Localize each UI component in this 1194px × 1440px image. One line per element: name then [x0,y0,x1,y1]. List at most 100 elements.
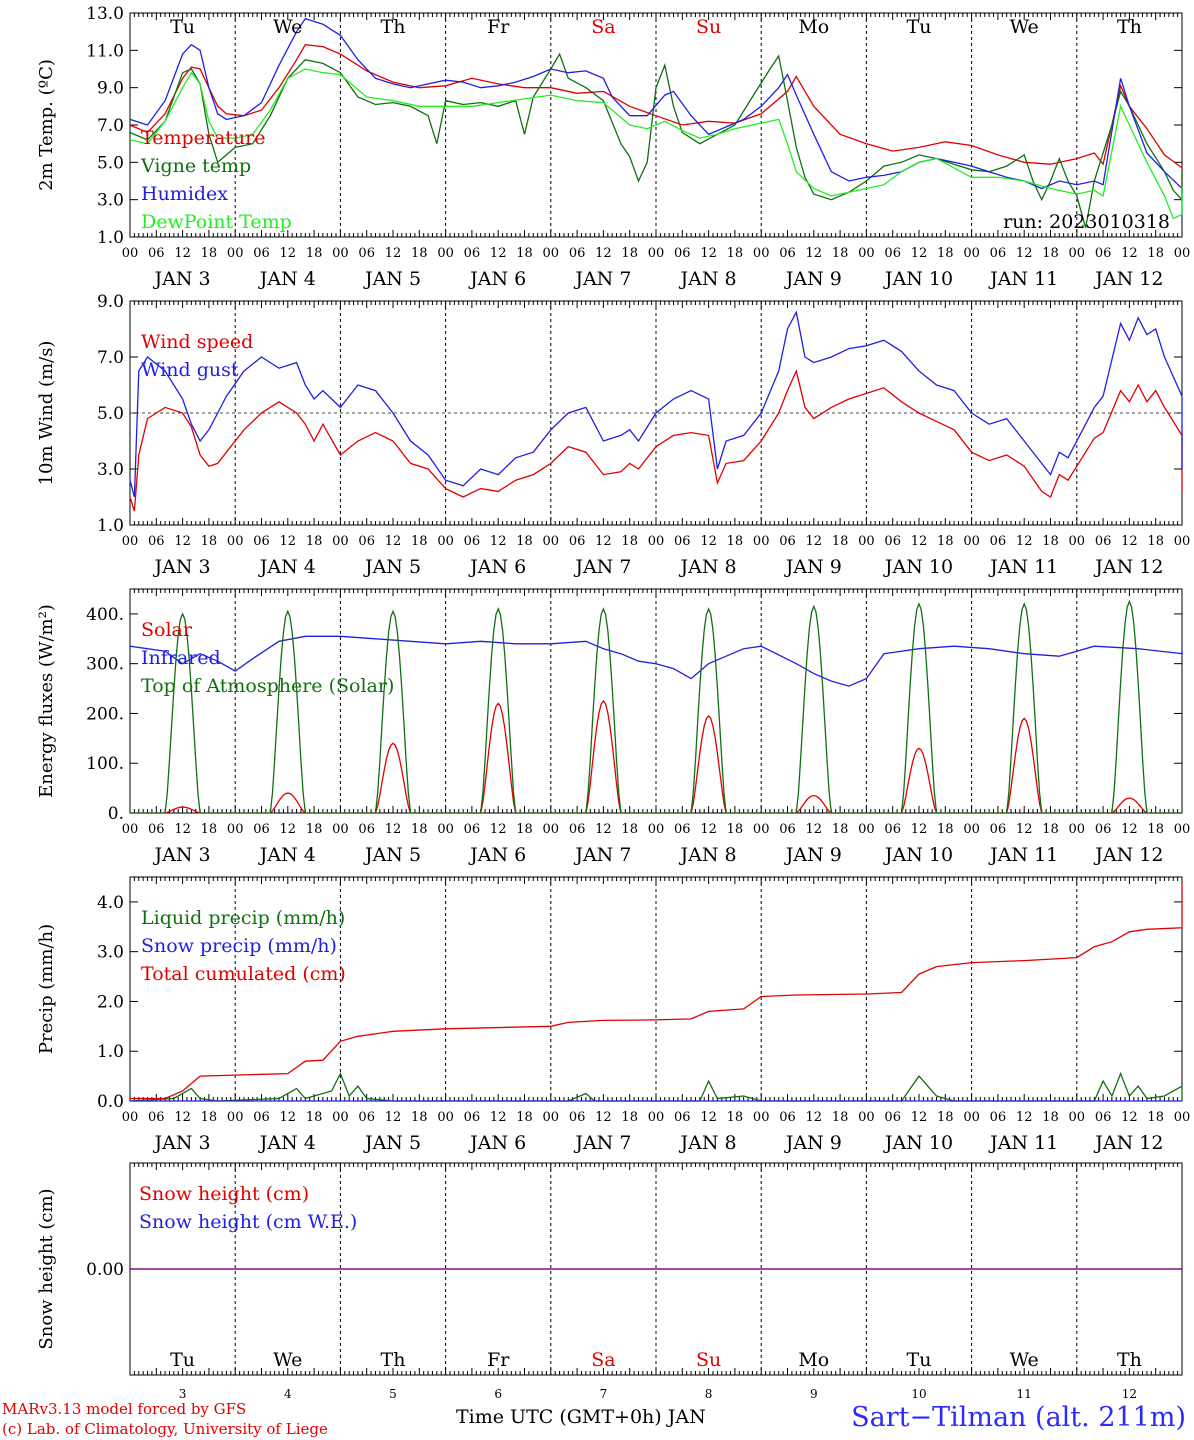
hour-label: 06 [569,246,586,261]
hour-label: 18 [937,246,954,261]
date-label: JAN 8 [679,268,737,290]
hour-label: 06 [148,534,165,549]
hour-label: 18 [411,246,428,261]
hour-label: 00 [753,246,770,261]
day-number-label: 3 [179,1387,187,1401]
date-label: JAN 3 [153,844,211,866]
hour-label: 18 [937,1110,954,1125]
hour-label: 18 [937,534,954,549]
date-label: JAN 6 [468,268,526,290]
hour-label: 12 [490,534,507,549]
panel-3-frame [129,588,1183,814]
y-tick-label: 7.0 [97,348,124,368]
hour-label: 12 [806,534,823,549]
date-label: JAN 9 [784,268,842,290]
hour-label: 18 [1147,534,1164,549]
y-tick-label: 200. [86,704,124,724]
y-tick-label: 5.0 [97,153,124,173]
weekday-label-top: Mo [798,16,829,38]
hour-label: 12 [700,246,717,261]
y-axis-label: 10m Wind (m/s) [36,341,57,486]
hour-label: 00 [437,534,454,549]
date-label: JAN 7 [573,1132,631,1154]
hour-label: 00 [332,1110,349,1125]
date-label: JAN 3 [153,1132,211,1154]
legend-entry: Wind speed [141,331,253,353]
day-number-label: 4 [284,1387,292,1401]
hour-label: 00 [1174,1110,1191,1125]
y-tick-label: 0.00 [86,1260,124,1280]
hour-label: 00 [1174,246,1191,261]
hour-label: 12 [911,1110,928,1125]
hour-label: 00 [1069,246,1086,261]
hour-label: 18 [306,1110,323,1125]
hour-label: 12 [595,534,612,549]
day-number-label: 9 [810,1387,818,1401]
weekday-label-top: We [273,16,302,38]
hour-label: 00 [227,822,244,837]
y-tick-label: 4.0 [97,893,124,913]
hour-label: 12 [806,1110,823,1125]
weekday-label-top: Tu [907,16,932,38]
hour-label: 12 [490,246,507,261]
hour-label: 12 [1121,1110,1138,1125]
hour-label: 18 [411,822,428,837]
weekday-label-bottom: We [1010,1349,1039,1371]
hour-label: 18 [1042,822,1059,837]
hour-label: 18 [832,534,849,549]
legend-entry: Snow height (cm W.E.) [139,1211,357,1233]
hour-label: 18 [727,822,744,837]
date-label: JAN 8 [679,844,737,866]
hour-label: 18 [937,822,954,837]
y-axis-label: Snow height (cm) [36,1188,57,1349]
date-label: JAN 11 [988,556,1058,578]
weekday-label-bottom: Su [696,1349,721,1371]
hour-label: 00 [963,1110,980,1125]
date-label: JAN 12 [1093,844,1163,866]
hour-label: 12 [806,246,823,261]
hour-label: 00 [122,1110,139,1125]
run-annotation: run: 2023010318 [1003,211,1170,233]
legend-entry: DewPoint Temp [141,211,292,233]
hour-label: 06 [779,1110,796,1125]
date-label: JAN 9 [784,1132,842,1154]
hour-label: 06 [464,534,481,549]
hour-label: 00 [858,246,875,261]
date-label: JAN 5 [363,844,421,866]
date-label: JAN 10 [883,556,953,578]
hour-label: 18 [411,534,428,549]
series-line [129,1071,1183,1102]
hour-label: 18 [516,1110,533,1125]
date-label: JAN 12 [1093,556,1163,578]
hour-label: 00 [543,1110,560,1125]
hour-label: 00 [332,246,349,261]
hour-label: 12 [174,822,191,837]
hour-label: 06 [674,534,691,549]
hour-label: 00 [437,246,454,261]
hour-label: 00 [858,1110,875,1125]
date-label: JAN 12 [1093,1132,1163,1154]
date-label: JAN 8 [679,1132,737,1154]
hour-label: 12 [490,822,507,837]
hour-label: 00 [122,534,139,549]
hour-label: 18 [516,246,533,261]
weekday-label-bottom: Mo [798,1349,829,1371]
hour-label: 06 [253,1110,270,1125]
hour-label: 12 [174,246,191,261]
hour-label: 18 [832,1110,849,1125]
date-label: JAN 4 [258,556,316,578]
hour-label: 12 [1121,246,1138,261]
hour-label: 00 [1174,534,1191,549]
y-tick-label: 3.0 [97,460,124,480]
weekday-label-top: Fr [487,16,510,38]
hour-label: 00 [122,246,139,261]
hour-label: 00 [543,246,560,261]
series-line [129,52,1183,228]
day-number-label: 7 [600,1387,608,1401]
hour-label: 18 [201,822,218,837]
day-number-label: 5 [389,1387,397,1401]
weekday-label-top: Sa [591,16,615,38]
y-tick-label: 9.0 [97,292,124,312]
date-label: JAN 10 [883,268,953,290]
y-tick-label: 300. [86,655,124,675]
